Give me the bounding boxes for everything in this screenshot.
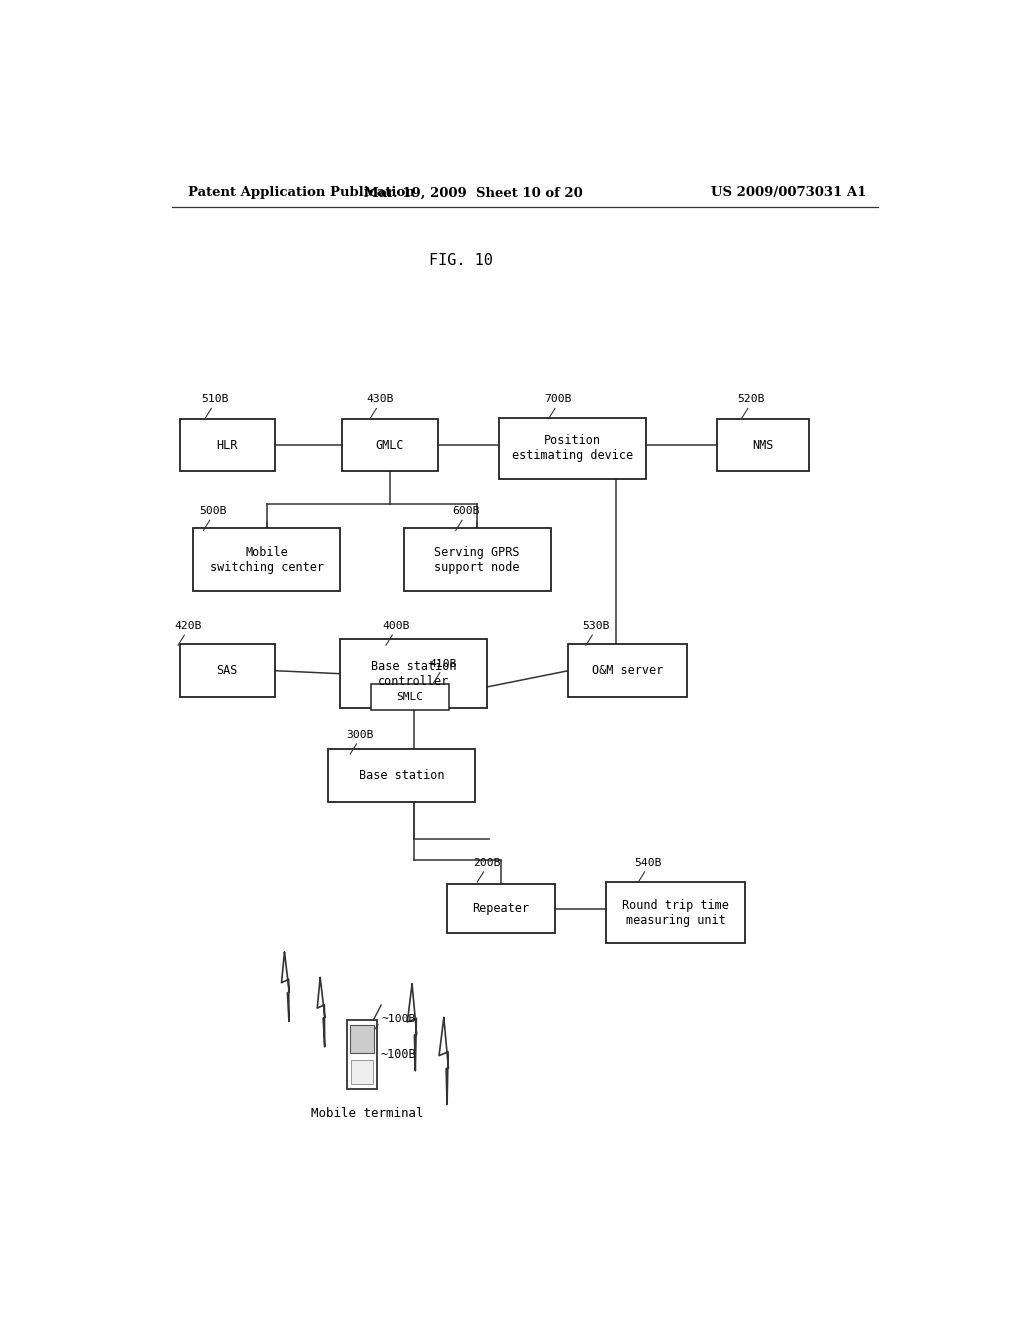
Text: FIG. 10: FIG. 10 bbox=[429, 252, 494, 268]
Bar bbox=[340, 639, 487, 709]
Bar bbox=[568, 644, 687, 697]
Text: 420B: 420B bbox=[174, 620, 202, 631]
Text: Mar. 19, 2009  Sheet 10 of 20: Mar. 19, 2009 Sheet 10 of 20 bbox=[364, 186, 583, 199]
Text: 200B: 200B bbox=[473, 858, 501, 867]
Text: 510B: 510B bbox=[201, 395, 228, 404]
Text: ~100B: ~100B bbox=[380, 1048, 416, 1061]
Text: Repeater: Repeater bbox=[472, 902, 529, 915]
Text: 410B: 410B bbox=[430, 659, 457, 669]
Text: Base station
controller: Base station controller bbox=[371, 660, 457, 688]
Bar bbox=[347, 1020, 377, 1089]
Bar bbox=[350, 1026, 374, 1053]
Text: US 2009/0073031 A1: US 2009/0073031 A1 bbox=[711, 186, 866, 199]
Text: NMS: NMS bbox=[753, 438, 773, 451]
Bar bbox=[447, 884, 555, 933]
Text: 600B: 600B bbox=[452, 506, 479, 516]
Bar bbox=[329, 748, 475, 801]
Text: HLR: HLR bbox=[216, 438, 238, 451]
Text: 530B: 530B bbox=[582, 620, 609, 631]
Text: 500B: 500B bbox=[200, 506, 227, 516]
Bar bbox=[499, 417, 646, 479]
Text: SAS: SAS bbox=[216, 664, 238, 677]
Text: 400B: 400B bbox=[382, 620, 410, 631]
Text: GMLC: GMLC bbox=[376, 438, 404, 451]
Text: O&M server: O&M server bbox=[592, 664, 664, 677]
Text: Base station: Base station bbox=[359, 768, 444, 781]
Bar bbox=[179, 418, 274, 471]
Text: Serving GPRS
support node: Serving GPRS support node bbox=[434, 546, 520, 574]
Text: Position
estimating device: Position estimating device bbox=[512, 434, 633, 462]
Text: 700B: 700B bbox=[545, 395, 572, 404]
Text: Patent Application Publication: Patent Application Publication bbox=[187, 186, 415, 199]
Bar bbox=[342, 418, 437, 471]
Bar bbox=[179, 644, 274, 697]
Text: 430B: 430B bbox=[367, 395, 393, 404]
Text: Round trip time
measuring unit: Round trip time measuring unit bbox=[623, 899, 729, 927]
Bar bbox=[403, 528, 551, 591]
Text: 520B: 520B bbox=[737, 395, 765, 404]
Bar bbox=[351, 1060, 373, 1084]
Text: 300B: 300B bbox=[346, 730, 374, 739]
Text: 540B: 540B bbox=[634, 858, 662, 867]
Text: ~100B: ~100B bbox=[382, 1014, 417, 1024]
Text: Mobile
switching center: Mobile switching center bbox=[210, 546, 324, 574]
Bar bbox=[717, 418, 809, 471]
Bar bbox=[194, 528, 340, 591]
Bar bbox=[371, 684, 449, 710]
Bar bbox=[606, 882, 745, 942]
Text: Mobile terminal: Mobile terminal bbox=[310, 1107, 423, 1121]
Text: SMLC: SMLC bbox=[396, 692, 423, 702]
